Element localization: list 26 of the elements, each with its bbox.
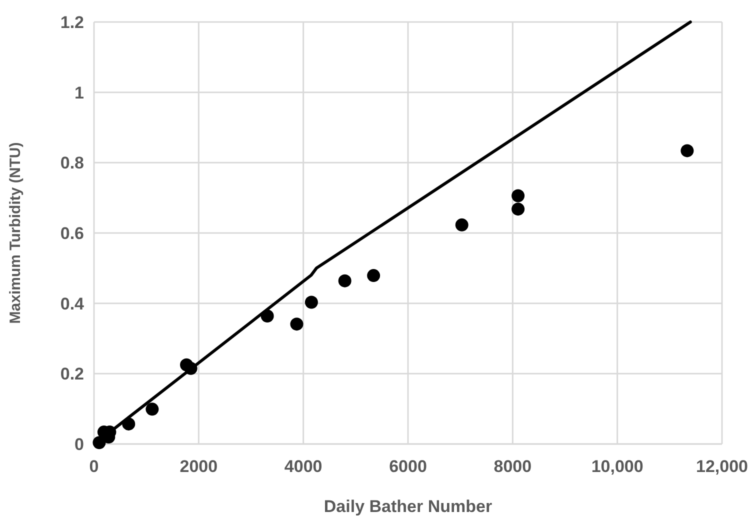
point bbox=[290, 318, 304, 331]
y-tick-label: 0 bbox=[74, 434, 84, 454]
point bbox=[338, 274, 352, 288]
x-tick-label: 8000 bbox=[494, 457, 532, 476]
point bbox=[304, 296, 318, 309]
x-tick-label: 4000 bbox=[284, 457, 322, 476]
x-axis-title: Daily Bather Number bbox=[324, 497, 492, 516]
point bbox=[455, 218, 468, 232]
x-tick-label: 6000 bbox=[389, 457, 427, 476]
y-tick-label: 0.6 bbox=[60, 224, 84, 243]
point bbox=[146, 402, 159, 416]
y-axis-title: Maximum Turbidity (NTU) bbox=[7, 142, 24, 324]
x-tick-label: 12,000 bbox=[696, 457, 748, 476]
x-tick-label: 10,000 bbox=[591, 457, 644, 476]
x-tick-label: 2000 bbox=[180, 457, 218, 476]
point bbox=[92, 436, 106, 450]
y-tick-label: 0.2 bbox=[60, 364, 84, 384]
y-tick-label: 0.4 bbox=[60, 294, 85, 314]
point bbox=[680, 144, 694, 158]
y-tick-label: 1.2 bbox=[60, 12, 84, 32]
point bbox=[512, 189, 525, 202]
point bbox=[367, 269, 380, 282]
point bbox=[512, 202, 525, 216]
y-tick-label: 1 bbox=[74, 83, 84, 102]
y-tick-label: 0.8 bbox=[60, 154, 84, 173]
x-tick-label: 0 bbox=[89, 457, 99, 476]
